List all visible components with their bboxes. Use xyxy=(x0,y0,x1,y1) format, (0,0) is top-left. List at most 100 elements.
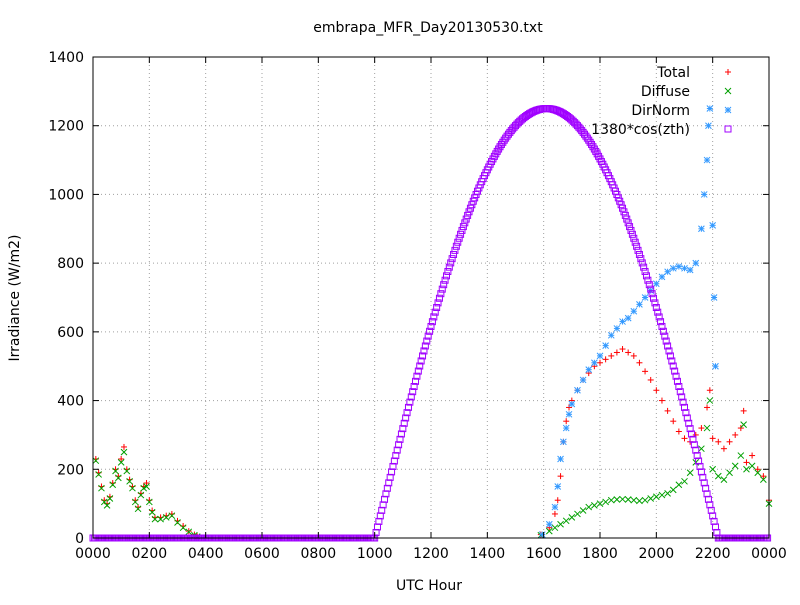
data-point xyxy=(686,425,694,433)
data-point xyxy=(402,414,410,422)
y-tick-label: 0 xyxy=(75,531,84,547)
data-point xyxy=(157,515,164,523)
data-point xyxy=(661,332,669,340)
data-point xyxy=(117,459,125,466)
data-point xyxy=(706,397,714,404)
data-point xyxy=(644,276,652,284)
data-point xyxy=(655,313,663,321)
data-point xyxy=(647,495,655,502)
data-point xyxy=(568,514,576,521)
data-point xyxy=(658,491,666,499)
y-tick-label: 1400 xyxy=(48,50,84,66)
legend-label: DirNorm xyxy=(631,103,690,119)
data-point xyxy=(675,383,683,391)
data-point xyxy=(98,484,105,492)
data-point xyxy=(670,418,677,425)
data-point xyxy=(123,467,131,475)
data-point xyxy=(579,376,587,384)
data-point xyxy=(619,318,626,325)
data-point xyxy=(562,424,570,432)
data-point xyxy=(709,435,716,442)
data-point xyxy=(383,484,391,492)
data-point xyxy=(675,481,683,489)
data-point xyxy=(445,263,453,271)
data-point xyxy=(566,404,573,411)
data-point xyxy=(706,105,714,112)
data-point xyxy=(625,349,632,356)
data-point xyxy=(624,496,632,503)
data-point xyxy=(686,266,694,274)
data-point xyxy=(737,452,745,459)
data-point xyxy=(151,515,159,523)
data-point xyxy=(458,226,466,234)
data-point xyxy=(168,512,176,520)
y-axis-label: Irradiance (W/m2) xyxy=(7,235,23,362)
data-point xyxy=(695,457,703,465)
data-point xyxy=(537,531,545,539)
data-point xyxy=(551,524,559,532)
data-point xyxy=(760,473,767,480)
data-point xyxy=(396,435,404,443)
data-point xyxy=(461,219,469,227)
data-point xyxy=(628,230,636,238)
data-point xyxy=(579,507,587,514)
x-tick-label: 1000 xyxy=(357,546,393,562)
data-point xyxy=(114,474,122,482)
data-point xyxy=(435,294,443,302)
data-point xyxy=(720,476,728,483)
data-point xyxy=(406,398,414,406)
data-point xyxy=(631,238,639,246)
data-point xyxy=(666,352,674,360)
data-point xyxy=(602,356,609,363)
data-point xyxy=(640,263,648,271)
data-point xyxy=(669,264,677,272)
data-point xyxy=(137,491,145,499)
data-point xyxy=(568,400,576,408)
data-point xyxy=(103,502,111,509)
data-point xyxy=(638,259,646,267)
data-point xyxy=(143,483,150,490)
data-point xyxy=(109,481,117,489)
data-point xyxy=(652,304,660,312)
data-point xyxy=(602,342,609,349)
data-point xyxy=(726,438,733,445)
data-point xyxy=(686,469,694,477)
data-point xyxy=(613,349,620,356)
data-point xyxy=(621,211,629,219)
data-point xyxy=(624,219,632,227)
data-point xyxy=(400,419,408,427)
data-point xyxy=(641,294,649,301)
data-point xyxy=(462,215,470,223)
data-point xyxy=(692,446,700,454)
data-point xyxy=(426,327,434,335)
data-point xyxy=(654,308,662,316)
data-point xyxy=(760,476,767,483)
data-point xyxy=(696,462,704,470)
data-point xyxy=(630,234,638,242)
data-point xyxy=(129,484,136,492)
data-point xyxy=(395,441,403,449)
data-point xyxy=(613,496,621,503)
data-point xyxy=(715,438,722,445)
data-point xyxy=(454,238,462,246)
y-tick-label: 600 xyxy=(57,325,84,341)
data-point xyxy=(562,517,570,525)
data-point xyxy=(679,398,687,406)
data-point xyxy=(619,495,626,503)
data-point xyxy=(693,452,701,460)
data-point xyxy=(563,418,570,425)
data-point xyxy=(554,497,561,504)
data-point xyxy=(459,223,467,231)
data-point xyxy=(658,397,665,404)
series-layer xyxy=(89,105,773,542)
data-point xyxy=(692,259,700,267)
legend-label: Diffuse xyxy=(641,84,690,100)
series-0 xyxy=(92,346,772,540)
x-tick-label: 0200 xyxy=(132,546,168,562)
data-point xyxy=(431,308,439,316)
data-point xyxy=(538,531,546,538)
legend-marker xyxy=(724,106,732,114)
data-point xyxy=(416,362,424,370)
data-point xyxy=(748,462,756,470)
